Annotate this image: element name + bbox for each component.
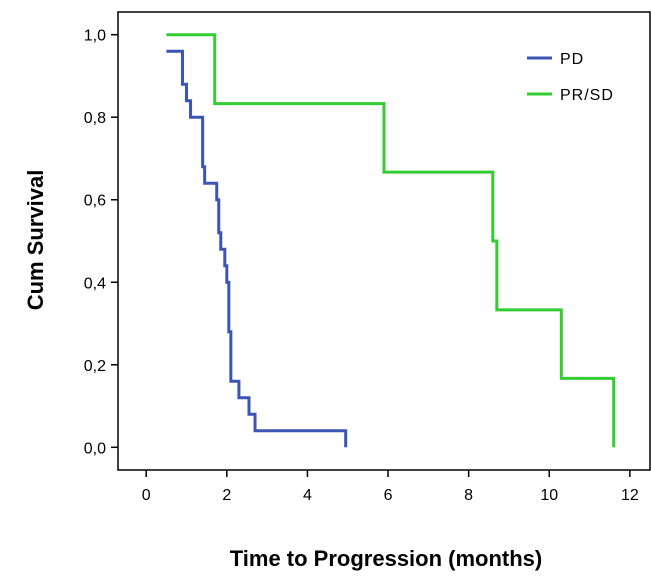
- series-line-pr-sd: [166, 33, 616, 448]
- y-tick-label: 0,8: [84, 110, 106, 127]
- legend: PD PR/SD: [527, 51, 614, 104]
- x-tick-label: 4: [303, 487, 312, 504]
- legend-label-pd: PD: [560, 51, 584, 68]
- x-axis: 0 2 4 6 8 10 12: [142, 470, 639, 504]
- legend-label-prsd: PR/SD: [560, 87, 614, 104]
- y-tick-label: 0,4: [84, 275, 106, 292]
- y-tick-label: 0,2: [84, 358, 106, 375]
- x-tick-label: 6: [384, 487, 393, 504]
- x-tick-label: 0: [142, 487, 151, 504]
- x-tick-label: 8: [464, 487, 473, 504]
- y-tick-label: 1,0: [84, 28, 106, 45]
- series-line-pd: [166, 49, 348, 448]
- x-tick-label: 12: [621, 487, 639, 504]
- series-layer: [166, 33, 616, 448]
- plot-area-frame: [117, 11, 651, 471]
- y-axis-title: Cum Survival: [23, 170, 48, 311]
- y-tick-label: 0,0: [84, 440, 106, 457]
- y-tick-label: 0,6: [84, 193, 106, 210]
- x-tick-label: 2: [222, 487, 231, 504]
- x-axis-title: Time to Progression (months): [230, 546, 543, 571]
- y-axis: 0,0 0,2 0,4 0,6 0,8 1,0: [84, 28, 118, 457]
- x-tick-label: 10: [540, 487, 558, 504]
